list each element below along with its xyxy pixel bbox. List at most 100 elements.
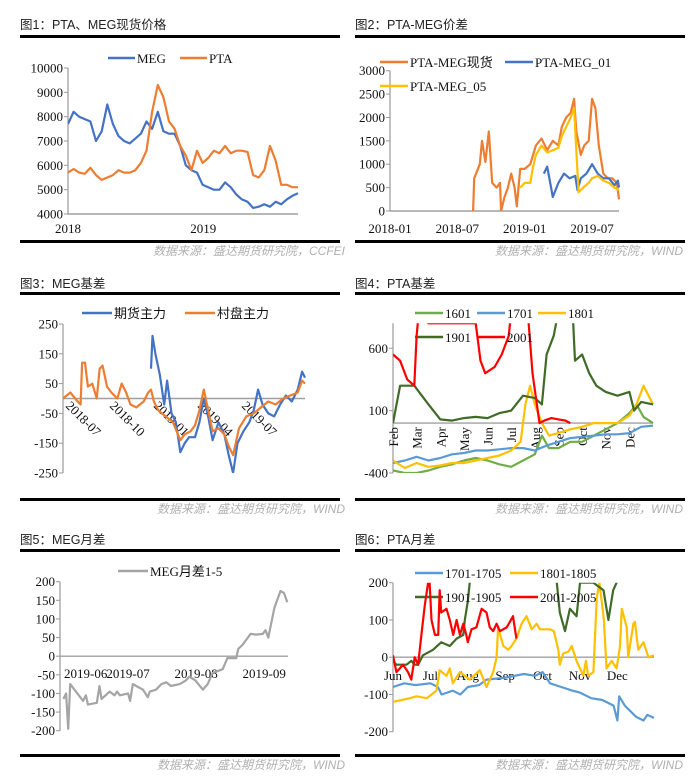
x-tick-label: 2018-07 <box>63 398 105 440</box>
x-tick-label: May <box>457 427 472 451</box>
series-line-期货主力 <box>149 334 306 473</box>
chart-2-source: 数据来源：盛达期货研究院，WIND <box>495 244 683 258</box>
y-tick-label: 1000 <box>359 157 385 172</box>
series-line-PTA-MEG_01 <box>542 163 621 199</box>
legend-label: 1901 <box>445 330 471 345</box>
y-tick-label: 9000 <box>37 85 63 100</box>
x-tick-label: 2019 <box>190 221 216 236</box>
y-tick-label: 500 <box>366 180 386 195</box>
x-tick-label: 2019-07 <box>106 666 150 681</box>
series-line-MEG月差1-5 <box>62 589 289 730</box>
chart-4-title: 图4：PTA基差 <box>355 277 436 291</box>
x-tick-label: Dec <box>622 427 637 448</box>
legend-label: PTA-MEG_01 <box>535 55 611 70</box>
series-line-2001-2005 <box>393 582 518 681</box>
legend-label: 1701 <box>507 306 533 321</box>
series-line-1901 <box>393 323 654 424</box>
x-tick-label: 2019-08 <box>174 666 217 681</box>
chart-1-source: 数据来源：盛达期货研究院，CCFEI <box>152 244 345 258</box>
chart-5-title: 图5：MEG月差 <box>20 533 106 547</box>
y-tick-label: 0 <box>49 649 56 664</box>
x-tick-label: 2018-01 <box>368 221 411 236</box>
series-line-村盘主力 <box>63 361 306 457</box>
legend-label: PTA <box>209 51 233 66</box>
y-tick-label: -150 <box>34 436 58 451</box>
footer-divider <box>20 498 340 501</box>
series-line-2001 <box>393 323 571 425</box>
legend-label: MEG月差1-5 <box>150 564 222 579</box>
x-tick-label: Feb <box>386 427 401 447</box>
series-line-1801-1805 <box>393 582 655 703</box>
y-tick-label: -400 <box>364 466 388 481</box>
y-tick-label: 200 <box>36 574 56 589</box>
y-tick-label: 600 <box>369 341 389 356</box>
footer-divider <box>20 240 340 243</box>
title-divider <box>355 35 685 38</box>
x-tick-label: Aug <box>457 668 480 683</box>
chart-6-title: 图6：PTA月差 <box>355 533 436 547</box>
y-tick-label: 3000 <box>359 63 385 78</box>
y-tick-label: 8000 <box>37 109 63 124</box>
y-tick-label: 1500 <box>359 133 385 148</box>
x-tick-label: Jun <box>481 427 496 446</box>
series-line-MEG <box>68 103 299 209</box>
title-divider <box>355 549 685 552</box>
y-tick-label: 200 <box>369 575 389 590</box>
legend-label: 1801-1805 <box>540 566 596 581</box>
chart-6-source: 数据来源：盛达期货研究院，WIND <box>495 758 683 772</box>
x-tick-label: 2019-07 <box>570 221 614 236</box>
legend-label: 1801 <box>568 306 594 321</box>
y-tick-label: 0 <box>379 204 386 219</box>
chart-3-title: 图3：MEG基差 <box>20 277 106 291</box>
x-tick-label: 2019-01 <box>503 221 546 236</box>
y-tick-label: 7000 <box>37 134 63 149</box>
title-divider <box>20 35 340 38</box>
y-tick-label: -150 <box>31 705 55 720</box>
y-tick-label: 100 <box>369 403 389 418</box>
x-tick-label: Nov <box>569 668 592 683</box>
y-tick-label: 6000 <box>37 158 63 173</box>
chart-4-source: 数据来源：盛达期货研究院，WIND <box>495 502 683 516</box>
y-tick-label: -50 <box>41 406 58 421</box>
y-tick-label: 100 <box>36 611 56 626</box>
y-tick-label: -50 <box>38 667 55 682</box>
legend-label: 2001 <box>507 330 533 345</box>
y-tick-label: 100 <box>369 612 389 627</box>
footer-divider <box>355 498 685 501</box>
series-line-PTA <box>68 83 298 189</box>
x-tick-label: Apr <box>433 426 448 447</box>
chart-1-title: 图1：PTA、MEG现货价格 <box>20 18 167 32</box>
y-tick-label: 250 <box>39 317 59 332</box>
chart-5-source: 数据来源：盛达期货研究院，WIND <box>157 758 345 772</box>
y-tick-label: -100 <box>31 686 55 701</box>
legend-label: MEG <box>137 51 166 66</box>
legend-label: PTA-MEG_05 <box>410 79 486 94</box>
legend-label: 1901-1905 <box>445 590 501 605</box>
y-tick-label: 4000 <box>37 207 63 222</box>
x-tick-label: 2018 <box>55 221 81 236</box>
series-line-PTA-MEG_05 <box>519 107 620 194</box>
x-tick-label: Jul <box>423 668 439 683</box>
chart-2: 3000 2500 2000 1500 1000 500 0 2018-01 2018-07 20… <box>359 55 621 236</box>
y-tick-label: -200 <box>364 724 388 739</box>
y-tick-label: 0 <box>382 650 389 665</box>
y-tick-label: 50 <box>42 630 55 645</box>
title-divider <box>20 292 340 295</box>
x-tick-label: Mar <box>410 426 425 448</box>
series-line-PTA-MEG现货 <box>472 97 621 211</box>
x-tick-label: Jul <box>504 427 519 443</box>
y-tick-label: 2000 <box>359 110 385 125</box>
y-tick-label: 5000 <box>37 182 63 197</box>
legend-label: 2001-2005 <box>540 590 596 605</box>
y-tick-label: 150 <box>36 593 56 608</box>
y-tick-label: 10000 <box>31 61 64 76</box>
y-tick-label: 2500 <box>359 87 385 102</box>
y-tick-label: 150 <box>39 346 59 361</box>
chart-3-source: 数据来源：盛达期货研究院，WIND <box>157 502 345 516</box>
